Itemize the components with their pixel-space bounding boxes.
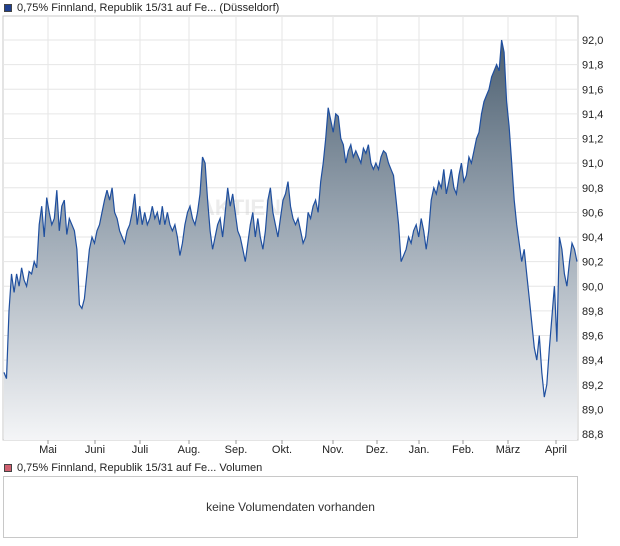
volume-legend: 0,75% Finnland, Republik 15/31 auf Fe...… [4,461,262,475]
volume-panel: keine Volumendaten vorhanden [3,476,578,538]
x-tick-label: Aug. [178,444,201,456]
y-tick-label: 91,6 [582,84,603,96]
y-tick-label: 91,0 [582,158,603,170]
x-tick-label: Sep. [225,444,248,456]
x-tick-label: April [545,444,567,456]
y-tick-label: 89,0 [582,404,603,416]
y-tick-label: 90,6 [582,207,603,219]
x-tick-label: Juli [132,444,149,456]
y-tick-label: 92,0 [582,35,603,47]
x-tick-label: März [496,444,520,456]
x-tick-label: Mai [39,444,57,456]
price-chart: AKTIEN 92,091,891,691,491,291,090,890,69… [2,15,603,456]
y-tick-label: 90,4 [582,232,603,244]
price-legend-swatch [4,4,12,12]
x-tick-label: Okt. [272,444,292,456]
y-tick-label: 91,4 [582,109,603,121]
y-tick-label: 89,8 [582,306,603,318]
y-tick-label: 89,4 [582,355,603,367]
x-tick-label: Nov. [322,444,344,456]
x-tick-label: Jan. [409,444,430,456]
volume-empty-message: keine Volumendaten vorhanden [206,500,375,514]
x-tick-label: Juni [85,444,105,456]
y-tick-label: 89,6 [582,331,603,343]
volume-legend-label: 0,75% Finnland, Republik 15/31 auf Fe...… [17,462,263,474]
x-tick-label: Feb. [452,444,474,456]
y-tick-label: 91,2 [582,134,603,146]
price-legend: 0,75% Finnland, Republik 15/31 auf Fe...… [4,1,279,15]
y-tick-label: 90,8 [582,183,603,195]
y-tick-label: 88,8 [582,429,603,441]
price-area [4,40,577,440]
price-line [3,39,578,398]
x-tick-label: Dez. [366,444,389,456]
y-tick-label: 89,2 [582,380,603,392]
y-tick-label: 90,0 [582,281,603,293]
y-tick-label: 90,2 [582,257,603,269]
price-legend-label: 0,75% Finnland, Republik 15/31 auf Fe...… [17,2,280,14]
volume-legend-swatch [4,464,12,472]
y-tick-label: 91,8 [582,60,603,72]
